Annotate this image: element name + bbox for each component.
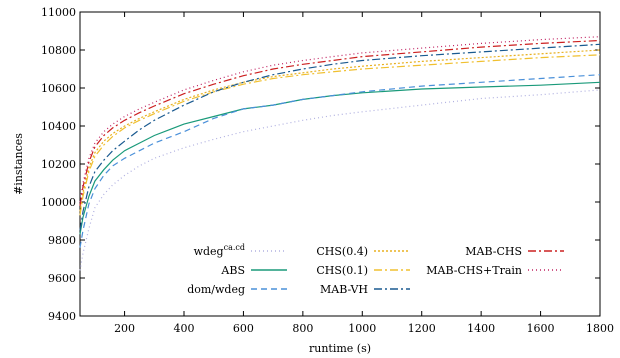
x-axis: 200 400 600 800 1000 1200 1400 1600 1800 xyxy=(114,12,614,335)
legend-label-text: CHS(0.1) xyxy=(316,264,368,277)
legend-label-text: MAB-CHS+Train xyxy=(426,264,522,277)
legend: wdegca.cd ABS dom/wdeg CHS(0.4) CHS(0.1) MAB-… xyxy=(187,243,564,296)
x-tick-label: 1000 xyxy=(348,322,376,335)
legend-label-text: CHS(0.4) xyxy=(316,245,368,258)
y-tick-label: 9600 xyxy=(48,272,76,285)
x-tick-label: 1400 xyxy=(467,322,495,335)
series-line-mab-chs xyxy=(79,39,601,206)
y-tick-label: 11000 xyxy=(41,6,76,19)
legend-label-text: dom/wdeg xyxy=(187,283,245,296)
y-tick-label: 10400 xyxy=(41,120,76,133)
x-tick-label: 400 xyxy=(174,322,195,335)
y-tick-label: 10000 xyxy=(41,196,76,209)
y-tick-label: 9400 xyxy=(48,310,76,323)
legend-label-text: MAB-CHS xyxy=(465,245,522,258)
legend-label-text: wdeg xyxy=(194,245,224,258)
legend-label: dom/wdeg xyxy=(187,283,245,296)
y-tick-label: 10800 xyxy=(41,44,76,57)
x-tick-label: 600 xyxy=(233,322,254,335)
y-axis-title: #instances xyxy=(12,133,25,195)
y-tick-label: 9800 xyxy=(48,234,76,247)
legend-label-text: MAB-VH xyxy=(320,283,368,296)
x-tick-label: 200 xyxy=(114,322,135,335)
legend-label: MAB-CHS+Train xyxy=(426,264,522,277)
series-line-abs xyxy=(79,81,601,235)
x-tick-label: 1600 xyxy=(527,322,555,335)
x-tick-label: 1800 xyxy=(586,322,614,335)
legend-label: ABS xyxy=(220,264,245,277)
series-line-chs-0-1 xyxy=(79,54,601,216)
legend-label: wdegca.cd xyxy=(194,243,245,258)
legend-label: CHS(0.1) xyxy=(316,264,368,277)
series-lines xyxy=(79,36,601,271)
y-tick-label: 10200 xyxy=(41,158,76,171)
legend-label-text: ABS xyxy=(220,264,245,277)
legend-label: MAB-VH xyxy=(320,283,368,296)
legend-label: CHS(0.4) xyxy=(316,245,368,258)
series-line-chs-0-4 xyxy=(79,49,601,212)
legend-label: MAB-CHS xyxy=(465,245,522,258)
x-tick-label: 800 xyxy=(292,322,313,335)
legend-label-superscript: ca.cd xyxy=(224,243,245,252)
series-line-dom-wdeg xyxy=(79,74,601,248)
y-tick-label: 10600 xyxy=(41,82,76,95)
series-line-wdeg xyxy=(79,89,601,271)
y-axis: 9400 9600 9800 10000 10200 10400 10600 10800 110… xyxy=(41,6,600,323)
x-tick-label: 1200 xyxy=(408,322,436,335)
series-line-mab-vh xyxy=(79,43,601,231)
x-axis-title: runtime (s) xyxy=(309,342,371,355)
series-line-mab-chs-train xyxy=(79,36,601,203)
